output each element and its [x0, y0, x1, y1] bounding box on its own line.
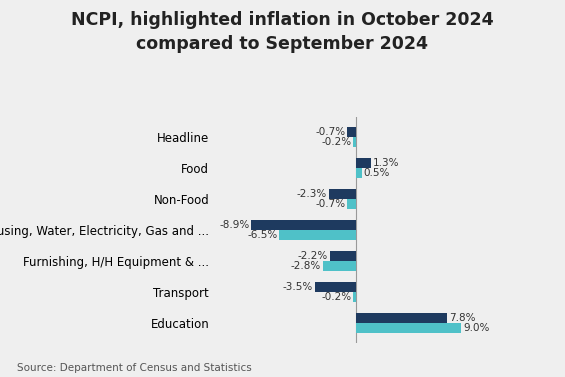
Bar — [356, 323, 462, 333]
Bar — [347, 127, 356, 137]
Text: -0.7%: -0.7% — [316, 199, 346, 209]
Text: -0.7%: -0.7% — [316, 127, 346, 137]
Bar — [329, 189, 356, 199]
Text: -3.5%: -3.5% — [282, 282, 313, 292]
Bar — [356, 158, 371, 168]
Bar — [279, 230, 356, 240]
Text: -2.2%: -2.2% — [298, 251, 328, 261]
Bar — [356, 168, 362, 178]
Text: 0.5%: 0.5% — [363, 168, 390, 178]
Text: NCPI, highlighted inflation in October 2024
compared to September 2024: NCPI, highlighted inflation in October 2… — [71, 11, 494, 53]
Text: -8.9%: -8.9% — [219, 220, 249, 230]
Text: -2.3%: -2.3% — [297, 189, 327, 199]
Text: 1.3%: 1.3% — [373, 158, 399, 168]
Bar — [353, 137, 356, 147]
Bar — [356, 313, 447, 323]
Text: -2.8%: -2.8% — [291, 261, 321, 271]
Bar — [347, 199, 356, 209]
Bar — [330, 251, 356, 261]
Text: -0.2%: -0.2% — [321, 292, 351, 302]
Text: -0.2%: -0.2% — [321, 137, 351, 147]
Text: -6.5%: -6.5% — [247, 230, 277, 240]
Bar — [251, 220, 356, 230]
Bar — [353, 292, 356, 302]
Bar — [315, 282, 356, 292]
Text: 7.8%: 7.8% — [449, 313, 476, 323]
Text: Source: Department of Census and Statistics: Source: Department of Census and Statist… — [17, 363, 251, 373]
Text: 9.0%: 9.0% — [463, 323, 490, 333]
Bar — [323, 261, 356, 271]
